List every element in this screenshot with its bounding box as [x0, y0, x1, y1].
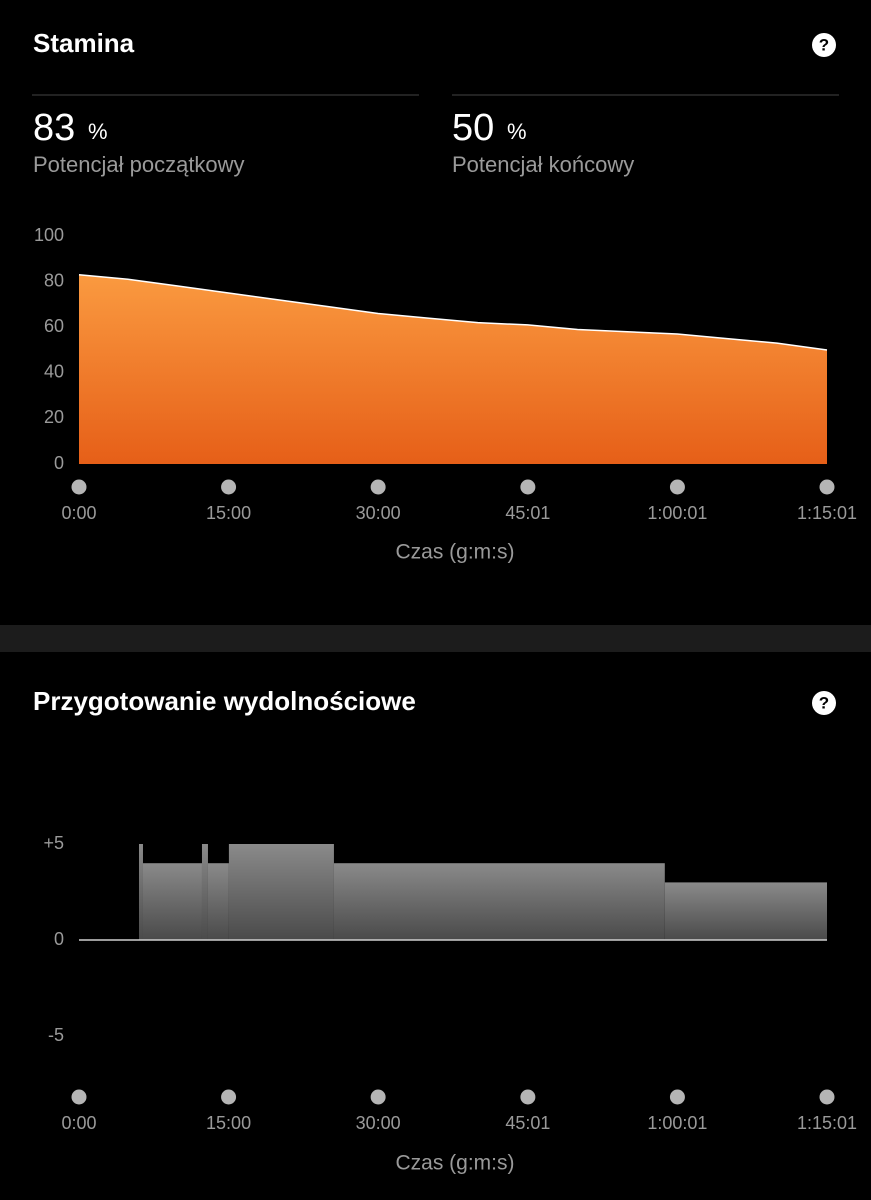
x-tick-dot [819, 479, 835, 495]
stat-label: Potencjał końcowy [452, 152, 634, 177]
step-bar [207, 863, 229, 940]
x-tick-dot [669, 1089, 685, 1105]
step-bar [138, 844, 143, 940]
x-tick-label: 30:00 [356, 503, 401, 523]
help-icon[interactable] [812, 33, 836, 57]
x-tick-label: 1:15:01 [797, 503, 857, 523]
x-axis-label: Czas (g:m:s) [395, 1152, 514, 1175]
x-tick-dot [370, 479, 386, 495]
step-bar [664, 882, 827, 940]
x-tick-dot [520, 1089, 536, 1105]
x-tick-label: 1:15:01 [797, 1113, 857, 1133]
x-tick-label: 1:00:01 [647, 1113, 707, 1133]
step-bar [228, 844, 334, 940]
y-tick-label: +5 [43, 833, 64, 853]
x-tick-label: 45:01 [505, 1113, 550, 1133]
x-tick-label: 45:01 [505, 503, 550, 523]
x-tick-dot [669, 479, 685, 495]
help-glyph[interactable]: ? [819, 35, 829, 54]
x-tick-label: 1:00:01 [647, 503, 707, 523]
y-tick-label: 0 [54, 929, 64, 949]
x-tick-dot [71, 479, 87, 495]
stat-unit: % [507, 119, 527, 144]
y-tick-label: -5 [48, 1025, 64, 1045]
x-tick-dot [221, 1089, 237, 1105]
y-tick-label: 0 [54, 453, 64, 473]
x-tick-label: 30:00 [356, 1113, 401, 1133]
y-tick-label: 100 [34, 225, 64, 245]
step-bar [142, 863, 202, 940]
help-icon[interactable] [812, 691, 836, 715]
x-tick-dot [221, 479, 237, 495]
step-bar [333, 863, 665, 940]
y-tick-label: 80 [44, 270, 64, 290]
section-title: Przygotowanie wydolnościowe [33, 686, 416, 716]
stat-value: 83 [33, 107, 75, 149]
y-tick-label: 20 [44, 407, 64, 427]
x-tick-dot [819, 1089, 835, 1105]
section-title: Stamina [33, 28, 135, 58]
y-tick-label: 60 [44, 316, 64, 336]
x-tick-dot [71, 1089, 87, 1105]
stat-unit: % [88, 119, 108, 144]
y-tick-label: 40 [44, 362, 64, 382]
x-tick-label: 15:00 [206, 503, 251, 523]
area-edge [78, 274, 828, 351]
stat-label: Potencjał początkowy [33, 152, 245, 177]
x-tick-label: 0:00 [61, 503, 96, 523]
x-tick-dot [370, 1089, 386, 1105]
section-separator [0, 625, 871, 652]
step-bar [201, 844, 208, 940]
x-tick-label: 0:00 [61, 1113, 96, 1133]
help-glyph[interactable]: ? [819, 693, 829, 712]
x-tick-label: 15:00 [206, 1113, 251, 1133]
x-axis-label: Czas (g:m:s) [395, 541, 514, 564]
stat-value: 50 [452, 107, 494, 149]
area [79, 274, 827, 464]
x-tick-dot [520, 479, 536, 495]
